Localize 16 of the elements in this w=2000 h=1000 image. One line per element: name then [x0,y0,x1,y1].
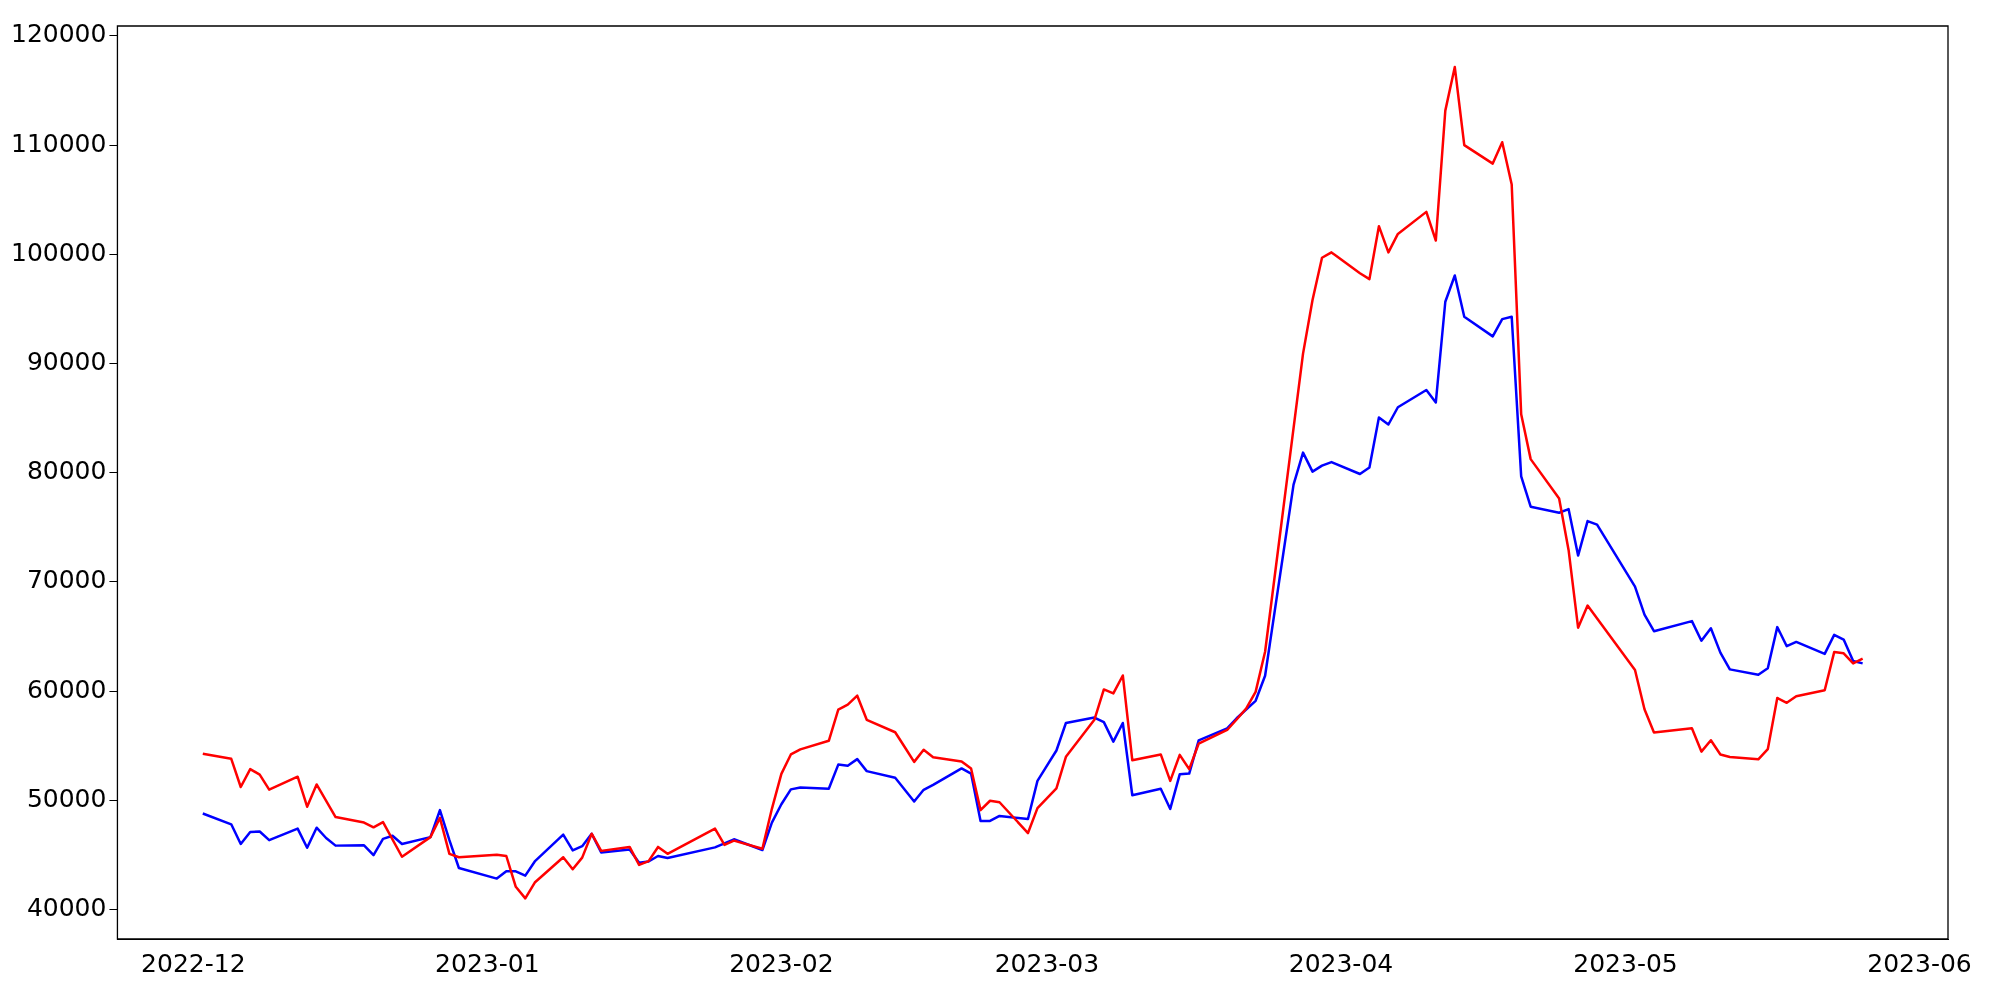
x-tick-label: 2023-03 [994,948,1100,978]
y-tick-label: 90000 [26,346,107,376]
x-tick-label: 2023-06 [1867,948,1972,978]
y-tick-label: 80000 [26,456,107,486]
y-tick-label: 60000 [26,674,107,704]
x-tick-label: 2023-02 [729,948,834,978]
x-tick-label: 2022-12 [141,948,246,978]
x-tick-label: 2023-04 [1288,948,1394,978]
y-tick-label: 50000 [26,783,107,813]
y-tick-label: 100000 [11,237,107,267]
y-tick-label: 120000 [11,19,107,49]
y-tick-label: 40000 [26,893,107,923]
y-tick-label: 70000 [26,565,107,595]
x-tick-label: 2023-01 [435,948,540,978]
x-tick-label: 2023-05 [1573,948,1678,978]
y-tick-label: 110000 [11,128,107,158]
